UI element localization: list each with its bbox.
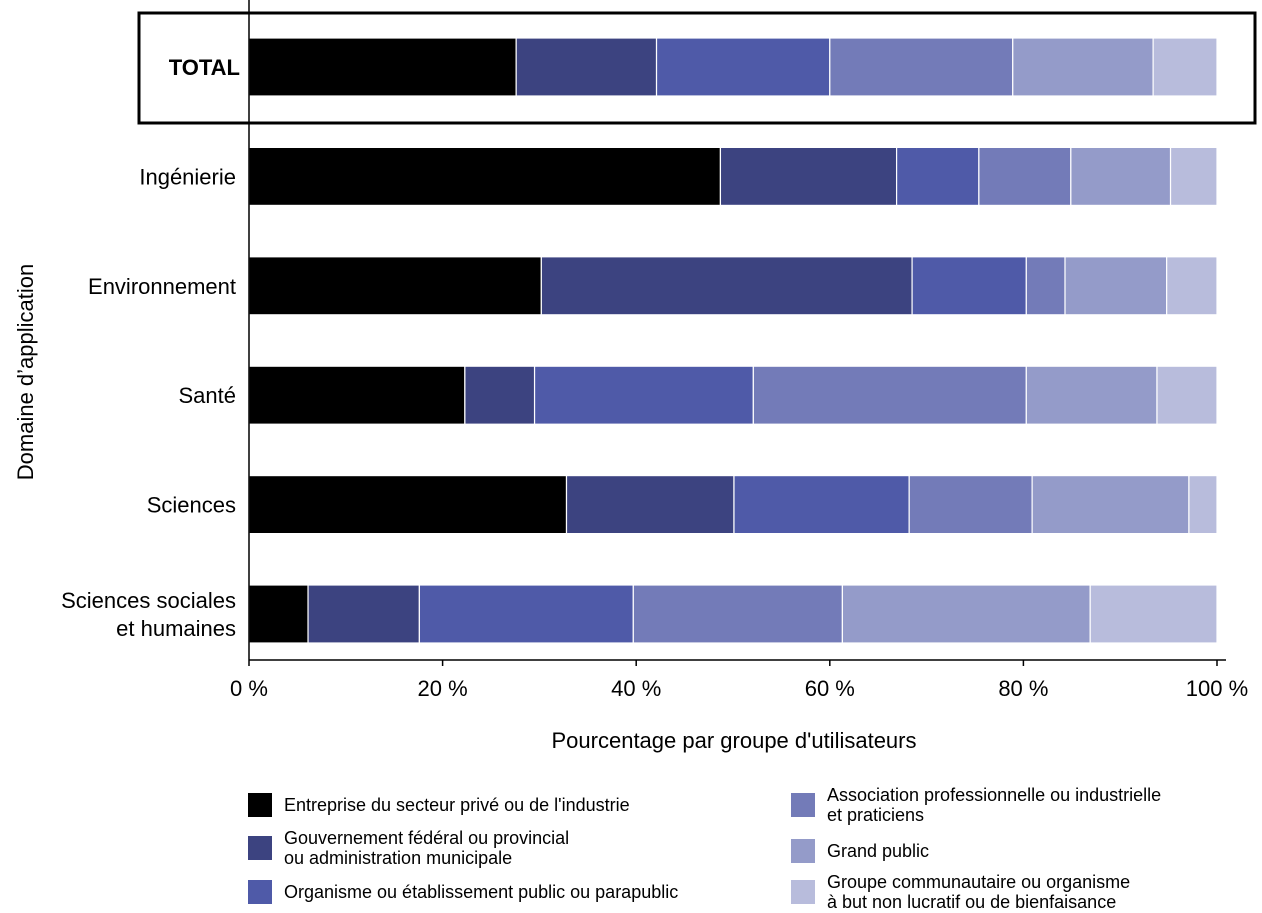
- legend-swatch-2: [248, 880, 272, 904]
- bar-segment-category-2-series-1: [540, 256, 913, 316]
- x-tick-label-2: 40 %: [611, 676, 661, 701]
- bar-segment-category-1-series-3: [978, 146, 1072, 206]
- legend-label-1: Gouvernement fédéral ou provincial ou ad…: [284, 828, 570, 868]
- legend-label-5: Groupe communautaire ou organisme à but …: [827, 872, 1131, 912]
- bar-segment-category-5-series-4: [841, 584, 1091, 644]
- stacked-bar-chart: TOTAL Ingénierie Environnement Santé Science…: [13, 0, 1257, 753]
- x-tick-label-5: 100 %: [1186, 676, 1248, 701]
- bar-segment-category-4-series-3: [908, 475, 1033, 535]
- bar-segment-category-2-series-2: [911, 256, 1027, 316]
- bar-segment-category-5-series-1: [307, 584, 420, 644]
- legend-item-4: Grand public: [791, 839, 929, 863]
- category-labels-layer: TOTAL Ingénierie Environnement Santé Science…: [61, 11, 1257, 641]
- x-tick-label-4: 80 %: [998, 676, 1048, 701]
- x-tick-label-1: 20 %: [418, 676, 468, 701]
- legend-label-3: Association professionnelle ou industrie…: [827, 785, 1162, 825]
- bar-segment-category-4-series-1: [565, 475, 735, 535]
- category-label-0: TOTAL: [169, 55, 240, 80]
- bar-segment-category-0-series-1: [515, 37, 658, 97]
- bar-segment-category-2-series-4: [1064, 256, 1168, 316]
- bar-segment-category-4-series-5: [1188, 475, 1218, 535]
- bar-segment-category-3-series-1: [464, 365, 536, 425]
- bar-segment-category-2-series-5: [1166, 256, 1218, 316]
- legend-swatch-3: [791, 793, 815, 817]
- category-label-5: Sciences sociales et humaines: [61, 588, 236, 641]
- legend-swatch-1: [248, 836, 272, 860]
- bar-segment-category-2-series-3: [1025, 256, 1066, 316]
- x-tick-label-3: 60 %: [805, 676, 855, 701]
- category-label-2: Environnement: [88, 274, 236, 299]
- legend-item-2: Organisme ou établissement public ou par…: [248, 880, 678, 904]
- legend-swatch-5: [791, 880, 815, 904]
- bar-segment-category-1-series-4: [1070, 146, 1172, 206]
- legend-item-1: Gouvernement fédéral ou provincial ou ad…: [248, 828, 569, 868]
- bar-segment-category-1-series-1: [719, 146, 898, 206]
- bars-layer: [248, 37, 1218, 644]
- bar-segment-category-4-series-4: [1031, 475, 1190, 535]
- legend-item-0: Entreprise du secteur privé ou de l'indu…: [248, 793, 630, 817]
- y-axis-title: Domaine d’application: [13, 264, 38, 480]
- legend-label-4: Grand public: [827, 841, 930, 861]
- bar-segment-category-0-series-3: [829, 37, 1014, 97]
- bar-segment-category-1-series-5: [1169, 146, 1218, 206]
- x-tick-label-0: 0 %: [230, 676, 268, 701]
- bar-segment-category-3-series-5: [1156, 365, 1218, 425]
- bar-segment-category-0-series-4: [1012, 37, 1154, 97]
- bar-segment-category-1-series-0: [248, 146, 722, 206]
- x-axis-title: Pourcentage par groupe d'utilisateurs: [552, 728, 917, 753]
- legend-label-2: Organisme ou établissement public ou par…: [284, 882, 679, 902]
- bar-segment-category-3-series-4: [1025, 365, 1158, 425]
- category-label-4: Sciences: [147, 493, 236, 518]
- bar-segment-category-3-series-3: [752, 365, 1027, 425]
- total-highlight-box: [137, 11, 1257, 125]
- legend-swatch-4: [791, 839, 815, 863]
- bar-segment-category-0-series-0: [248, 37, 517, 97]
- bar-segment-category-5-series-3: [632, 584, 843, 644]
- bar-segment-category-4-series-0: [248, 475, 568, 535]
- axes-layer: 0 % 20 % 40 % 60 % 80 % 100 %: [230, 0, 1248, 701]
- bar-segment-category-2-series-0: [248, 256, 542, 316]
- category-label-3: Santé: [179, 383, 237, 408]
- bar-segment-category-3-series-0: [248, 365, 466, 425]
- bar-segment-category-1-series-2: [895, 146, 980, 206]
- bar-segment-category-0-series-5: [1152, 37, 1218, 97]
- bar-segment-category-0-series-2: [655, 37, 831, 97]
- bar-segment-category-4-series-2: [733, 475, 910, 535]
- category-label-1: Ingénierie: [139, 164, 236, 189]
- bar-segment-category-5-series-5: [1089, 584, 1218, 644]
- bar-segment-category-5-series-2: [418, 584, 634, 644]
- legend-item-3: Association professionnelle ou industrie…: [791, 785, 1161, 825]
- bar-segment-category-3-series-2: [533, 365, 754, 425]
- legend-swatch-0: [248, 793, 272, 817]
- bar-segment-category-5-series-0: [248, 584, 309, 644]
- legend-label-0: Entreprise du secteur privé ou de l'indu…: [284, 795, 630, 815]
- legend-item-5: Groupe communautaire ou organisme à but …: [791, 872, 1130, 912]
